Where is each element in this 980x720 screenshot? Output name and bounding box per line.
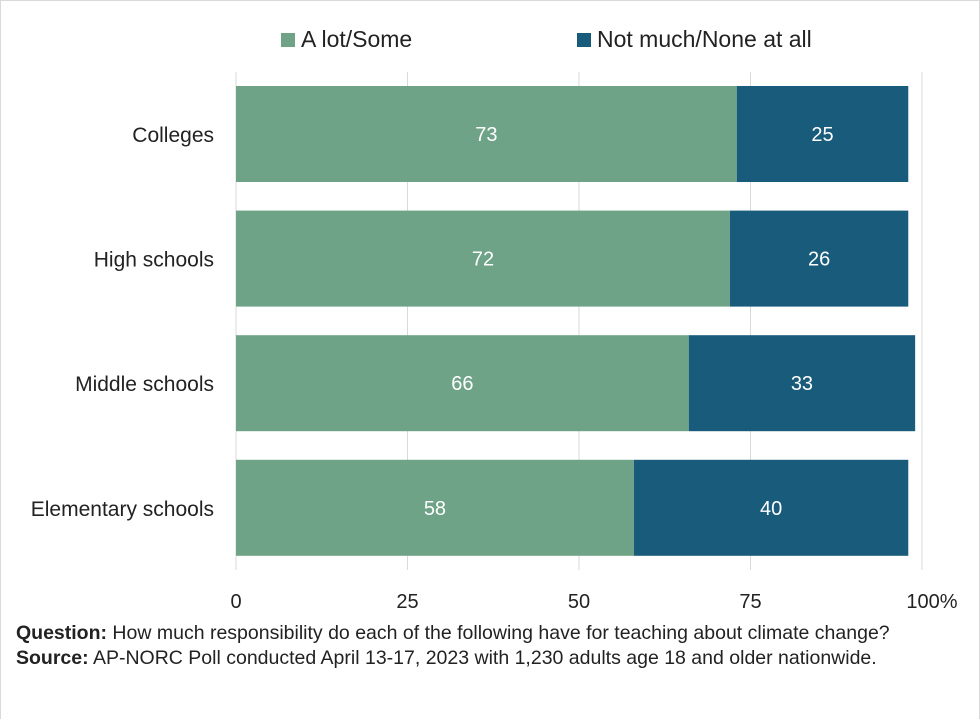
question-label: Question: (16, 622, 107, 644)
source-label: Source: (16, 647, 89, 669)
bar-colleges-a-lot-some (236, 86, 737, 182)
legend-label-a-lot-some: A lot/Some (301, 26, 413, 52)
category-label-high-schools: High schools (94, 249, 214, 272)
data-label-elementary-schools-not-much-none-at-all: 40 (760, 498, 782, 520)
x-tick-label-50: 50 (568, 591, 590, 613)
question-note: Question: How much responsibility do eac… (16, 621, 966, 646)
x-tick-label-25: 25 (396, 591, 418, 613)
category-label-elementary-schools: Elementary schools (31, 498, 214, 521)
x-tick-label-75: 75 (739, 591, 761, 613)
data-label-middle-schools-a-lot-some: 66 (451, 373, 473, 395)
x-tick-label-100: 100% (906, 591, 957, 613)
data-label-colleges-not-much-none-at-all: 25 (811, 124, 833, 146)
legend-swatch-a-lot-some (281, 32, 295, 47)
legend-item-a-lot-some: A lot/Some (281, 26, 412, 53)
bar-high-schools-a-lot-some (236, 210, 730, 307)
data-label-middle-schools-not-much-none-at-all: 33 (791, 373, 813, 395)
source-text: AP-NORC Poll conducted April 13-17, 2023… (92, 647, 877, 669)
legend-swatch-not-much-none (577, 32, 591, 47)
bar-elementary-schools-a-lot-some (236, 459, 634, 556)
category-label-middle-schools: Middle schools (75, 373, 214, 396)
legend-label-not-much-none: Not much/None at all (597, 26, 812, 52)
bar-high-schools-not-much-none-at-all (729, 210, 909, 307)
legend-item-not-much-none: Not much/None at all (577, 26, 812, 53)
source-note: Source: AP-NORC Poll conducted April 13-… (16, 646, 966, 671)
bar-middle-schools-a-lot-some (236, 335, 689, 432)
data-label-high-schools-a-lot-some: 72 (472, 249, 494, 271)
stacked-bar-chart: 73 25 Colleges 72 26 High schools 66 33 Middle s… (31, 72, 958, 613)
bar-colleges-not-much-none-at-all (736, 86, 909, 182)
category-label-colleges: Colleges (132, 124, 214, 147)
data-label-high-schools-not-much-none-at-all: 26 (808, 249, 830, 271)
data-label-colleges-a-lot-some: 73 (475, 124, 497, 146)
bar-middle-schools-not-much-none-at-all (688, 335, 916, 432)
bar-elementary-schools-not-much-none-at-all (633, 459, 909, 556)
x-tick-label-0: 0 (230, 591, 241, 613)
chart-notes: Question: How much responsibility do eac… (16, 621, 966, 671)
data-label-elementary-schools-a-lot-some: 58 (424, 498, 446, 520)
question-text: How much responsibility do each of the f… (112, 622, 890, 644)
